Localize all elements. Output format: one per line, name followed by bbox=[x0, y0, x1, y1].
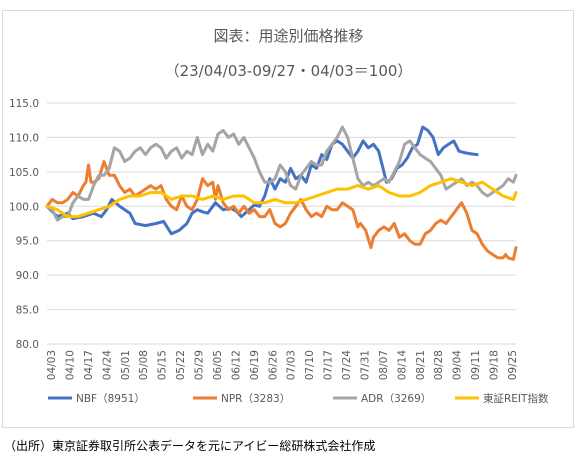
series-line-3 bbox=[45, 125, 518, 222]
y-tick-label: 110.0 bbox=[9, 132, 39, 144]
legend-label: 東証REIT指数 bbox=[483, 392, 549, 405]
x-tick-label: 07/31 bbox=[359, 350, 371, 380]
x-tick-label: 06/19 bbox=[249, 350, 261, 380]
y-tick-label: 80.0 bbox=[16, 339, 39, 351]
x-tick-label: 08/07 bbox=[378, 350, 390, 380]
x-tick-label: 04/24 bbox=[101, 350, 113, 381]
y-tick-label: 85.0 bbox=[16, 305, 39, 317]
x-tick-label: 04/17 bbox=[83, 350, 95, 380]
y-tick-label: 95.0 bbox=[16, 236, 39, 248]
series-line-4 bbox=[45, 177, 518, 219]
x-tick-label: 08/21 bbox=[415, 350, 427, 380]
y-tick-label: 100.0 bbox=[9, 201, 39, 213]
y-tick-label: 105.0 bbox=[9, 167, 39, 179]
x-tick-label: 09/11 bbox=[470, 350, 482, 380]
source-note: （出所）東京証券取引所公表データを元にアイビー総研株式会社作成 bbox=[4, 439, 376, 453]
x-tick-label: 06/12 bbox=[230, 350, 242, 380]
legend-label: NPR（3283） bbox=[221, 393, 290, 405]
y-tick-label: 115.0 bbox=[9, 98, 39, 110]
chart-title: 図表：用途別価格推移 bbox=[213, 27, 364, 45]
x-tick-label: 06/05 bbox=[212, 350, 224, 380]
series-line-2 bbox=[45, 160, 518, 261]
x-tick-label: 04/10 bbox=[64, 350, 76, 380]
x-tick-label: 08/14 bbox=[396, 350, 408, 381]
x-tick-label: 07/10 bbox=[304, 350, 316, 380]
y-tick-label: 90.0 bbox=[16, 270, 39, 282]
x-tick-label: 04/03 bbox=[46, 350, 58, 380]
x-tick-label: 05/29 bbox=[194, 350, 206, 380]
chart-subtitle: （23/04/03-09/27・04/03＝100） bbox=[164, 62, 413, 80]
x-tick-label: 09/04 bbox=[452, 350, 464, 381]
x-tick-label: 06/26 bbox=[267, 350, 279, 381]
x-tick-label: 09/18 bbox=[489, 350, 501, 380]
x-tick-label: 08/28 bbox=[433, 350, 445, 380]
x-tick-label: 05/15 bbox=[157, 350, 169, 380]
legend-label: ADR（3269） bbox=[361, 393, 431, 405]
x-tick-label: 05/01 bbox=[120, 350, 132, 380]
x-tick-label: 05/08 bbox=[138, 350, 150, 380]
x-tick-label: 05/22 bbox=[175, 350, 187, 380]
x-tick-label: 07/03 bbox=[286, 350, 298, 380]
legend-label: NBF（8951） bbox=[76, 393, 145, 405]
x-tick-label: 07/24 bbox=[341, 350, 353, 381]
x-tick-label: 09/25 bbox=[507, 350, 519, 380]
x-tick-label: 07/17 bbox=[323, 350, 335, 380]
